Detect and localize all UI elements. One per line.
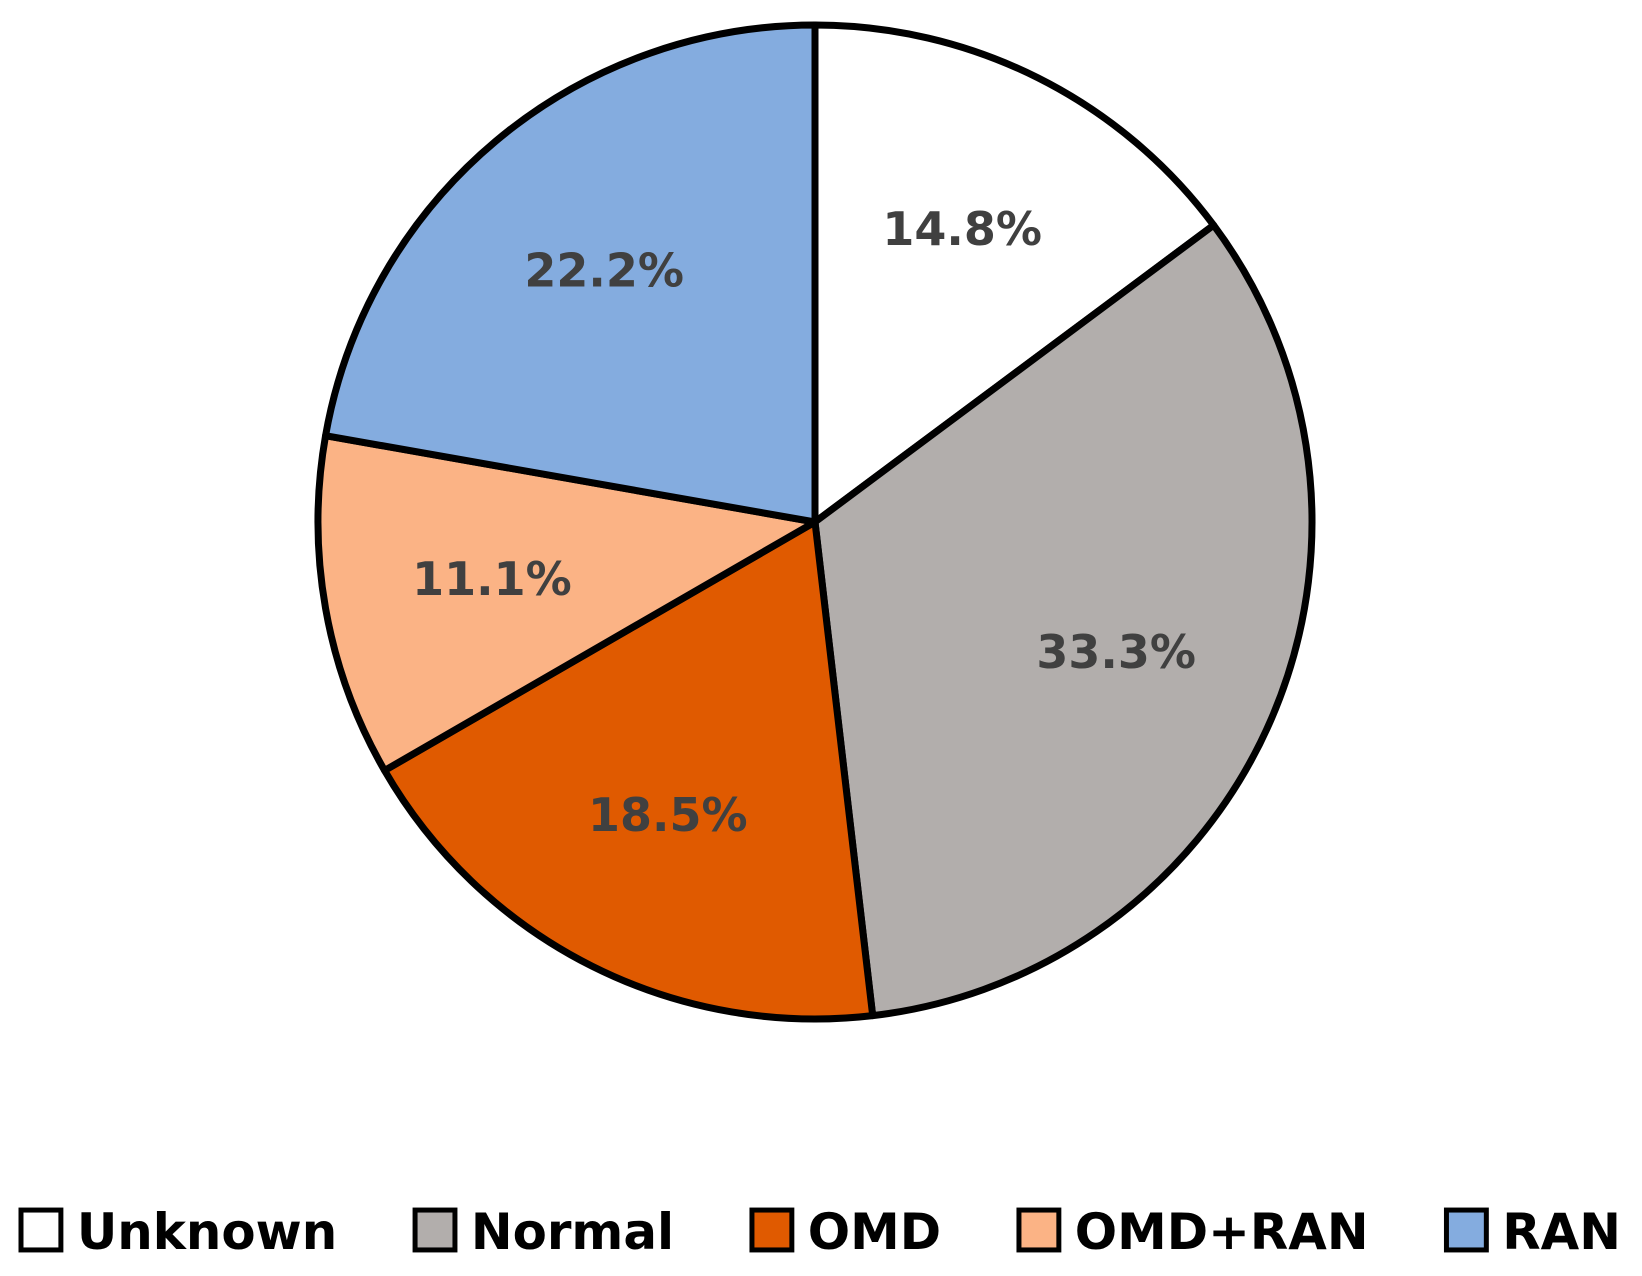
legend-item-omd: OMD	[749, 1203, 941, 1261]
pie-slice-labels: 14.8% 33.3% 18.5% 11.1% 22.2%	[412, 202, 1196, 842]
pie-slice-ran	[322, 21, 819, 526]
legend: Unknown Normal OMD OMD+RAN RAN	[18, 1203, 1621, 1261]
slice-label-omd-ran: 11.1%	[412, 552, 572, 606]
slice-label-omd: 18.5%	[588, 788, 748, 842]
legend-swatch-ran	[1443, 1207, 1489, 1253]
legend-label-omd: OMD	[808, 1203, 941, 1261]
legend-swatch-omd-ran	[1016, 1207, 1062, 1253]
legend-item-omd-ran: OMD+RAN	[1016, 1203, 1369, 1261]
legend-swatch-normal	[412, 1207, 458, 1253]
legend-item-normal: Normal	[412, 1203, 674, 1261]
pie-slice-normal	[811, 221, 1316, 1020]
legend-label-omd-ran: OMD+RAN	[1075, 1203, 1369, 1261]
pie-slice-unknown	[811, 21, 1218, 526]
pie-slices	[314, 21, 1316, 1023]
legend-swatch-unknown	[18, 1207, 64, 1253]
pie-slice-omd-ran	[314, 432, 819, 774]
legend-label-unknown: Unknown	[77, 1203, 337, 1261]
legend-label-ran: RAN	[1502, 1203, 1621, 1261]
legend-item-unknown: Unknown	[18, 1203, 337, 1261]
legend-label-normal: Normal	[471, 1203, 674, 1261]
legend-swatch-omd	[749, 1207, 795, 1253]
slice-label-normal: 33.3%	[1036, 625, 1196, 679]
legend-item-ran: RAN	[1443, 1203, 1621, 1261]
pie-slice-omd	[381, 518, 877, 1023]
slice-label-unknown: 14.8%	[882, 202, 1042, 256]
slice-label-ran: 22.2%	[524, 244, 684, 298]
